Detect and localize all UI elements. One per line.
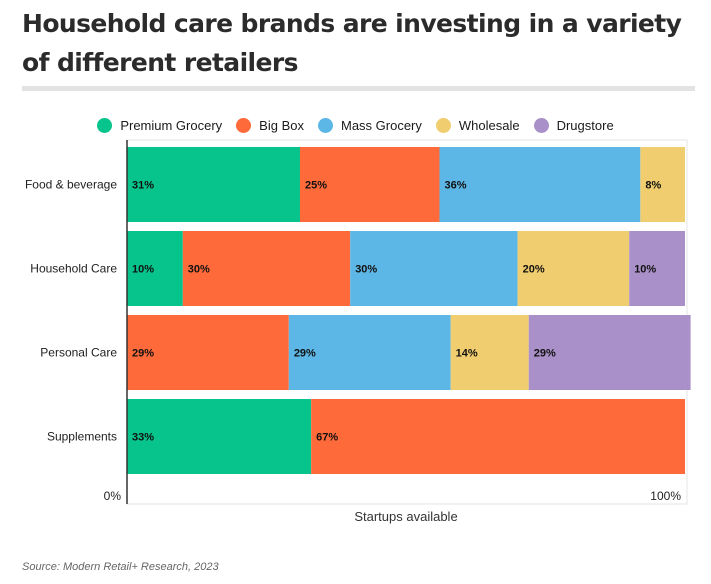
bar-segment: [439, 147, 641, 222]
category-label: Personal Care: [40, 346, 117, 360]
x-axis-title: Startups available: [354, 509, 457, 524]
bar-segment: [517, 231, 630, 306]
category-label: Household Care: [30, 262, 117, 276]
legend-swatch: [236, 118, 252, 133]
bar-segment: [299, 147, 440, 222]
bar-segment: [288, 315, 451, 390]
legend-swatch: [317, 118, 333, 133]
category-label: Supplements: [47, 430, 117, 444]
legend-label: Wholesale: [458, 118, 520, 133]
data-label: 10%: [634, 264, 656, 276]
data-label: 25%: [305, 180, 327, 192]
bar-segment: [629, 231, 685, 306]
data-label: 31%: [132, 180, 154, 192]
x-tick-label: 0%: [104, 489, 122, 503]
data-label: 29%: [132, 348, 154, 360]
data-label: 30%: [188, 264, 210, 276]
legend-label: Big Box: [259, 118, 304, 133]
data-label: 20%: [523, 264, 545, 276]
data-label: 29%: [294, 348, 316, 360]
data-label: 33%: [132, 432, 154, 444]
bar-segment: [450, 315, 529, 390]
legend-item: Premium Grocery: [97, 118, 222, 133]
bar-segment: [127, 147, 300, 222]
bar-segment: [182, 231, 351, 306]
legend: Premium Grocery Big Box Mass Grocery Wholes…: [0, 118, 711, 133]
data-label: 10%: [132, 264, 154, 276]
legend-swatch: [97, 118, 113, 133]
legend-item: Mass Grocery: [317, 118, 422, 133]
legend-item: Drugstore: [533, 118, 614, 133]
data-label: 8%: [645, 180, 661, 192]
bar-segment: [528, 315, 691, 390]
legend-swatch: [533, 118, 549, 133]
data-label: 67%: [316, 432, 338, 444]
bar-segment: [127, 399, 312, 474]
chart-title: Household care brands are investing in a…: [22, 9, 682, 77]
bar-segment: [350, 231, 518, 306]
legend-item: Wholesale: [435, 118, 520, 133]
data-label: 29%: [534, 348, 556, 360]
chart: Food & beverage 31% 25% 36% 8% Household Care…: [25, 139, 691, 524]
legend-swatch: [435, 118, 451, 133]
legend-item: Big Box: [236, 118, 304, 133]
data-label: 30%: [355, 264, 377, 276]
bar-segment: [127, 231, 183, 306]
legend-label: Mass Grocery: [340, 118, 422, 133]
bar-segment: [640, 147, 685, 222]
bar-segment: [311, 399, 685, 474]
data-label: 36%: [444, 180, 466, 192]
legend-label: Premium Grocery: [120, 118, 223, 133]
x-tick-label: 100%: [650, 489, 681, 503]
title-divider: [22, 86, 695, 91]
category-label: Food & beverage: [25, 178, 117, 192]
legend-label: Drugstore: [556, 118, 614, 133]
source-note: Source: Modern Retail+ Research, 2023: [22, 561, 219, 573]
data-label: 14%: [456, 348, 478, 360]
bar-segment: [127, 315, 289, 390]
